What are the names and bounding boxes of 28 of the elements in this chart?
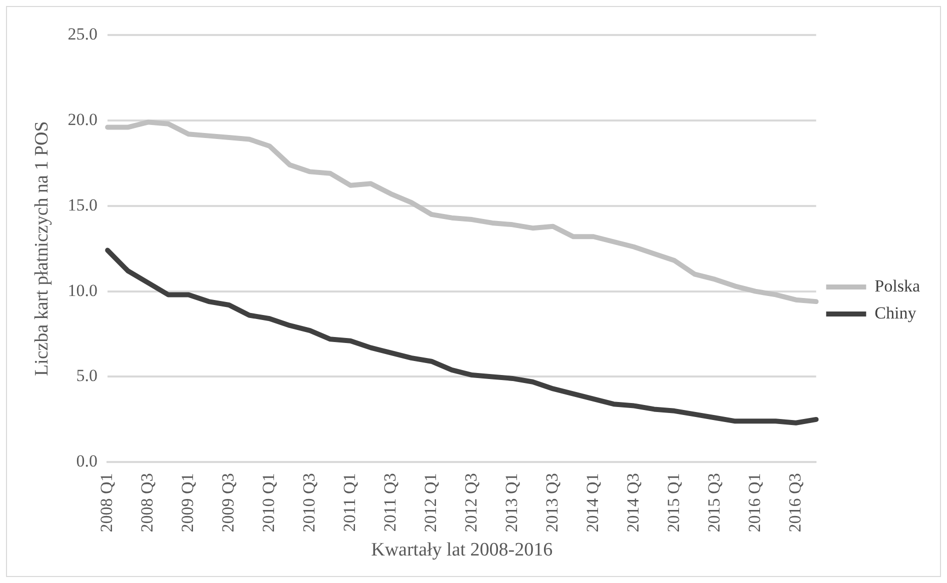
x-tick-label: 2016 Q1: [744, 473, 764, 532]
x-tick-label: 2014 Q1: [582, 473, 602, 532]
x-tick-label: 2015 Q3: [704, 473, 724, 532]
x-tick-label: 2012 Q1: [420, 473, 440, 532]
x-tick-label: 2009 Q1: [178, 473, 198, 532]
x-tick-label: 2008 Q1: [97, 473, 116, 532]
x-tick-label: 2008 Q3: [138, 473, 157, 532]
x-tick-label: 2009 Q3: [218, 473, 238, 532]
x-tick-label: 2016 Q3: [785, 473, 804, 532]
x-tick-label: 2015 Q1: [664, 473, 683, 532]
legend-label: Polska: [874, 276, 920, 296]
y-tick-label: 0.0: [76, 452, 98, 471]
y-tick-label: 25.0: [68, 24, 98, 44]
x-tick-label: 2013 Q3: [542, 473, 562, 532]
y-tick-label: 15.0: [68, 195, 98, 214]
x-tick-label: 2013 Q1: [502, 473, 521, 532]
y-tick-label: 5.0: [76, 366, 98, 386]
y-axis-title: Liczba kart płatniczych na 1 POS: [31, 121, 52, 376]
x-tick-label: 2011 Q3: [380, 473, 400, 532]
x-tick-label: 2014 Q3: [623, 473, 642, 532]
legend-label: Chiny: [874, 303, 917, 322]
x-tick-label: 2012 Q3: [461, 473, 480, 532]
x-tick-label: 2010 Q3: [299, 473, 318, 532]
x-axis-title: Kwartały lat 2008-2016: [371, 540, 553, 561]
y-tick-label: 20.0: [68, 110, 98, 129]
y-tick-label: 10.0: [68, 280, 98, 300]
x-tick-label: 2010 Q1: [258, 473, 278, 532]
x-tick-label: 2011 Q1: [340, 473, 359, 532]
